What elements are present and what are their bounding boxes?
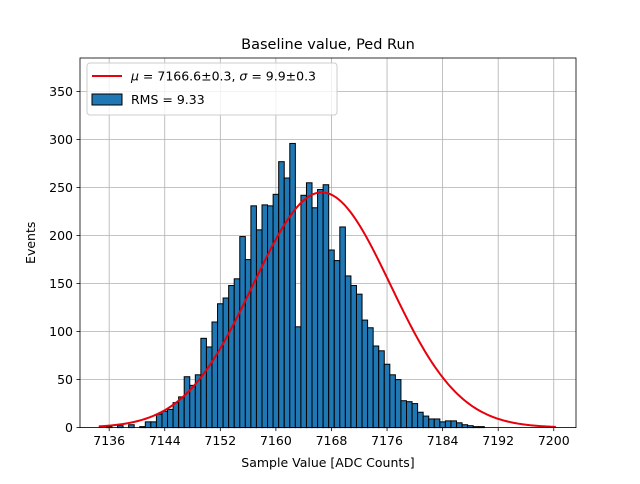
histogram-bar [361, 319, 369, 429]
histogram-bar [405, 401, 413, 429]
legend: μ = 7166.6±0.3, σ = 9.9±0.3 RMS = 9.33 [86, 62, 338, 116]
y-tick-label: 250 [49, 180, 73, 195]
x-tick-label: 7176 [371, 433, 403, 448]
histogram-bar [322, 184, 330, 429]
histogram-bar [267, 205, 274, 429]
histogram-bar [294, 326, 302, 429]
legend-mu-value: = 7166.6±0.3, [139, 69, 239, 84]
histogram-bar [189, 384, 196, 429]
legend-mu-symbol: μ [130, 69, 139, 84]
histogram-bar [378, 350, 385, 429]
y-tick-label: 200 [49, 228, 73, 243]
histogram-bar [305, 182, 313, 429]
histogram-bar [261, 204, 269, 429]
histogram-bar [217, 303, 224, 429]
x-tick-label: 7136 [93, 433, 125, 448]
histogram-bars [105, 142, 485, 429]
legend-sigma-value: = 9.9±0.3 [247, 69, 316, 84]
y-tick-label: 0 [65, 420, 73, 435]
histogram-bar [239, 236, 246, 429]
y-tick-label: 300 [49, 132, 73, 147]
y-tick-label: 350 [49, 84, 73, 99]
histogram-bar [300, 194, 307, 429]
histogram-bar [367, 327, 374, 429]
y-axis-ticks: 0 50 100 150 200 250 300 350 [49, 84, 80, 435]
histogram-bar [228, 285, 235, 429]
histogram-bar [450, 420, 458, 429]
x-tick-label: 7160 [260, 433, 292, 448]
histogram-bar [411, 403, 419, 429]
histogram-bar [161, 410, 169, 429]
histogram-bar [128, 424, 135, 429]
histogram-bar [350, 285, 357, 429]
histogram-bar [389, 374, 396, 429]
histogram-bar [439, 421, 446, 429]
histogram-bar [172, 402, 180, 429]
histogram-bar [311, 207, 319, 429]
histogram-bar [456, 422, 463, 429]
histogram-bar [394, 379, 402, 429]
legend-histogram-label: RMS = 9.33 [131, 92, 205, 107]
plot-frame [79, 57, 577, 429]
histogram-bar [383, 363, 391, 429]
histogram-bar [167, 408, 174, 429]
gaussian-fit-curve [98, 191, 556, 428]
histogram-bar [339, 226, 346, 429]
histogram-bar [155, 413, 163, 429]
histogram-bar [372, 345, 380, 429]
x-tick-label: 7168 [316, 433, 348, 448]
histogram-bar [255, 229, 263, 429]
histogram-bar [205, 346, 213, 429]
histogram-bar [417, 411, 424, 429]
histogram-bar [400, 400, 407, 429]
chart-title: Baseline value, Ped Run [241, 37, 415, 53]
histogram-bar [278, 161, 285, 429]
fit-curve-layer [98, 191, 556, 428]
histogram-bar [444, 420, 452, 429]
legend-sigma-symbol: σ [239, 69, 248, 84]
x-tick-label: 7184 [427, 433, 459, 448]
histogram-bar [144, 421, 152, 429]
y-tick-label: 50 [57, 372, 73, 387]
y-tick-label: 150 [49, 276, 73, 291]
histogram-bar [211, 321, 219, 429]
y-axis-label: Events [23, 222, 38, 264]
histogram-bar [344, 275, 352, 429]
x-axis-label: Sample Value [ADC Counts] [241, 455, 414, 470]
histogram-bar [333, 260, 341, 429]
histogram-bar [355, 293, 363, 429]
histogram-bar [244, 259, 252, 429]
x-tick-label: 7144 [149, 433, 181, 448]
legend-box [86, 62, 338, 116]
histogram-bar [289, 142, 296, 429]
histogram-bar [461, 424, 469, 429]
x-tick-label: 7152 [204, 433, 236, 448]
x-axis-ticks: 7136 7144 7152 7160 7168 7176 7184 7192 7200 [93, 427, 570, 448]
histogram-bar [222, 297, 230, 429]
histogram-bar [422, 415, 430, 429]
histogram-bar [250, 205, 257, 429]
histogram-bar [150, 421, 157, 429]
histogram-bar [317, 189, 324, 429]
histogram-bar [183, 376, 191, 429]
histogram-bar [283, 177, 291, 429]
histogram-bar [428, 418, 435, 429]
x-tick-label: 7192 [482, 433, 514, 448]
legend-histogram-swatch [91, 93, 123, 106]
histogram-bar [433, 418, 441, 429]
histogram-bar [178, 396, 185, 429]
histogram-bar [272, 193, 280, 429]
y-tick-label: 100 [49, 324, 73, 339]
histogram-bar [328, 249, 335, 429]
x-tick-label: 7200 [538, 433, 570, 448]
legend-fit-label: μ = 7166.6±0.3, σ = 9.9±0.3 [130, 69, 316, 84]
histogram-bar [233, 278, 241, 429]
histogram-bar [200, 337, 207, 429]
